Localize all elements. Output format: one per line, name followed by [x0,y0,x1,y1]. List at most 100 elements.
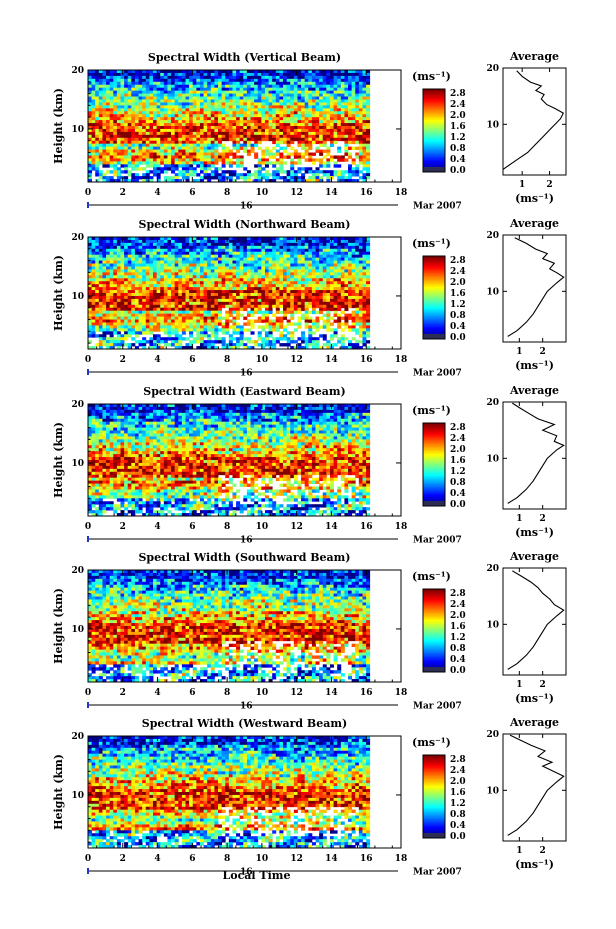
heatmap-cell [246,137,251,142]
heatmap-cell [167,301,172,306]
heatmap-cell [181,131,186,136]
heatmap-cell [185,108,190,112]
heatmap-cell [116,134,121,139]
heatmap-cell [160,260,165,264]
heatmap-cell [167,176,172,180]
heatmap-cell [199,313,204,317]
heatmap-cell [185,140,190,145]
heatmap-cell [163,281,168,285]
heatmap-cell [311,111,316,115]
heatmap-cell [301,87,306,92]
heatmap-cell [145,134,150,139]
heatmap-cell [261,78,266,83]
heatmap-cell [264,242,269,247]
heatmap-cell [88,155,93,159]
heatmap-cell [228,340,233,344]
heatmap-cell [171,126,176,130]
heatmap-cell [171,343,176,347]
heatmap-cell [358,72,363,77]
heatmap-cell [351,167,356,171]
heatmap-cell [199,99,204,103]
heatmap-cell [138,269,143,273]
heatmap-cell [163,134,168,139]
heatmap-cell [236,146,241,150]
heatmap-cell [181,108,186,112]
heatmap-cell [272,304,277,309]
heatmap-cell [207,102,212,106]
y-axis-label: Height (km) [52,88,65,164]
heatmap-cell [304,87,309,92]
heatmap-cell [192,269,197,273]
heatmap-cell [243,102,248,106]
heatmap-cell [221,278,226,282]
heatmap-cell [221,176,226,180]
heatmap-cell [102,158,107,162]
heatmap-cell [199,245,204,250]
heatmap-cell [290,176,295,180]
heatmap-cell [293,239,298,244]
heatmap-cell [163,70,168,74]
heatmap-cell [304,237,309,241]
heatmap-cell [246,87,251,92]
heatmap-cell [225,158,230,162]
heatmap-cell [207,96,212,100]
heatmap-cell [304,140,309,145]
heatmap-cell [218,155,223,159]
heatmap-cell [304,90,309,94]
heatmap-cell [203,111,208,115]
heatmap-cell [113,114,118,118]
heatmap-cell [275,310,280,315]
heatmap-cell [218,322,223,326]
heatmap-cell [95,257,100,261]
heatmap-cell [106,307,111,312]
heatmap-cell [275,143,280,148]
heatmap-cell [156,87,161,92]
heatmap-cell [171,316,176,320]
heatmap-cell [351,128,356,133]
heatmap-cell [207,108,212,112]
heatmap-cell [156,176,161,180]
heatmap-cell [192,260,197,264]
heatmap-cell [261,313,266,317]
colorbar-segment [423,90,445,93]
heatmap-cell [239,284,244,288]
heatmap-cell [116,143,121,148]
heatmap-cell [149,263,154,267]
heatmap-cell [189,140,194,145]
heatmap-cell [221,257,226,261]
heatmap-cell [185,328,190,332]
heatmap-cell [272,134,277,139]
heatmap-cell [142,325,147,329]
heatmap-cell [142,179,147,183]
heatmap-cell [214,316,219,320]
heatmap-cell [106,284,111,288]
heatmap-cell [236,99,241,103]
heatmap-cell [254,81,259,86]
heatmap-cell [95,81,100,86]
heatmap-cell [257,295,262,300]
heatmap-cell [178,134,183,139]
heatmap-cell [171,328,176,332]
heatmap-cell [153,164,158,168]
heatmap-cell [366,84,371,89]
heatmap-cell [358,81,363,86]
heatmap-cell [322,126,327,130]
heatmap-cell [297,170,302,174]
heatmap-cell [163,295,168,300]
heatmap-cell [113,143,118,148]
heatmap-cell [344,143,349,148]
heatmap-cell [207,290,212,294]
heatmap-cell [275,325,280,329]
heatmap-cell [106,331,111,335]
heatmap-cell [203,272,208,276]
heatmap-cell [163,293,168,297]
heatmap-cell [189,340,194,344]
heatmap-cell [348,164,353,168]
heatmap-cell [116,319,121,323]
heatmap-cell [178,269,183,273]
heatmap-cell [261,281,266,285]
heatmap-cell [232,298,237,303]
heatmap-cell [286,295,291,300]
heatmap-cell [131,96,136,100]
heatmap-cell [185,290,190,294]
